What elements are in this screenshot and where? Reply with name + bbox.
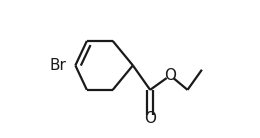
Text: Br: Br — [50, 58, 67, 73]
Text: O: O — [144, 111, 156, 126]
Text: O: O — [164, 68, 176, 83]
